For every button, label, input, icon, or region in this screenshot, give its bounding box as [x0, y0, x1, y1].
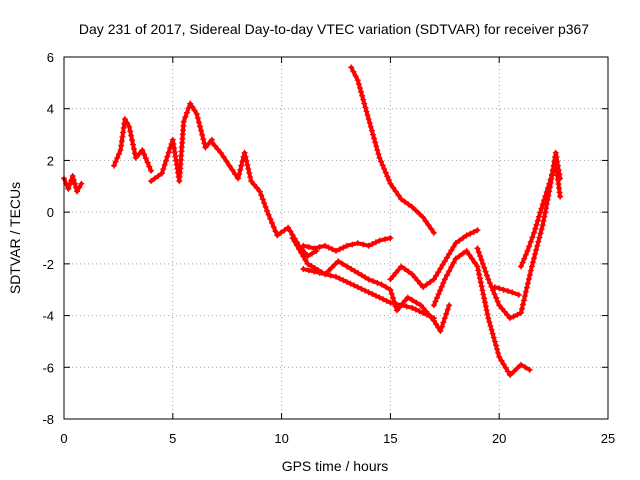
- y-tick-label: 6: [47, 50, 54, 65]
- series-markers: [289, 235, 453, 335]
- series-markers: [430, 247, 533, 379]
- x-tick-label: 25: [601, 431, 615, 446]
- y-tick-label: -4: [42, 309, 54, 324]
- chart-title: Day 231 of 2017, Sidereal Day-to-day VTE…: [79, 21, 589, 37]
- y-tick-label: -8: [42, 412, 54, 427]
- y-tick-label: -2: [42, 257, 54, 272]
- series-arc-e: [300, 235, 394, 254]
- series-arc-b: [111, 116, 155, 174]
- series-markers: [300, 235, 394, 254]
- y-axis-label: SDTVAR / TECUs: [7, 182, 23, 294]
- y-tick-label: 0: [47, 205, 54, 220]
- x-axis-label: GPS time / hours: [282, 458, 389, 474]
- y-tick-label: -6: [42, 360, 54, 375]
- series-markers: [61, 172, 85, 195]
- plot-frame: [63, 56, 609, 420]
- series-markers: [111, 116, 155, 174]
- x-tick-label: 5: [169, 431, 176, 446]
- series-markers: [491, 284, 522, 298]
- series-markers: [148, 100, 215, 185]
- series-arc-f: [300, 266, 437, 322]
- series-arc-a: [61, 172, 85, 195]
- series-arc-h: [289, 235, 453, 335]
- y-tick-label: 2: [47, 153, 54, 168]
- series-markers: [348, 64, 437, 236]
- series-arc-j: [430, 247, 533, 379]
- grid: [64, 57, 608, 419]
- y-tick-label: 4: [47, 102, 54, 117]
- x-tick-label: 0: [60, 431, 67, 446]
- axis-ticks: 0 5 10 15 20 25 -8 -6 -4 -2 0 2 4 6: [42, 50, 615, 446]
- series-arc-c: [148, 100, 215, 185]
- series-markers: [208, 139, 320, 260]
- series-arc-d: [208, 139, 320, 260]
- series-markers: [387, 227, 481, 291]
- series-arc-i: [387, 227, 481, 291]
- series-markers: [517, 160, 564, 270]
- x-tick-label: 10: [274, 431, 288, 446]
- data-series: [61, 64, 564, 379]
- series-arc-l: [517, 160, 564, 270]
- series-arc-g: [348, 64, 437, 236]
- series-arc-m: [491, 284, 522, 298]
- x-tick-label: 20: [492, 431, 506, 446]
- x-tick-label: 15: [383, 431, 397, 446]
